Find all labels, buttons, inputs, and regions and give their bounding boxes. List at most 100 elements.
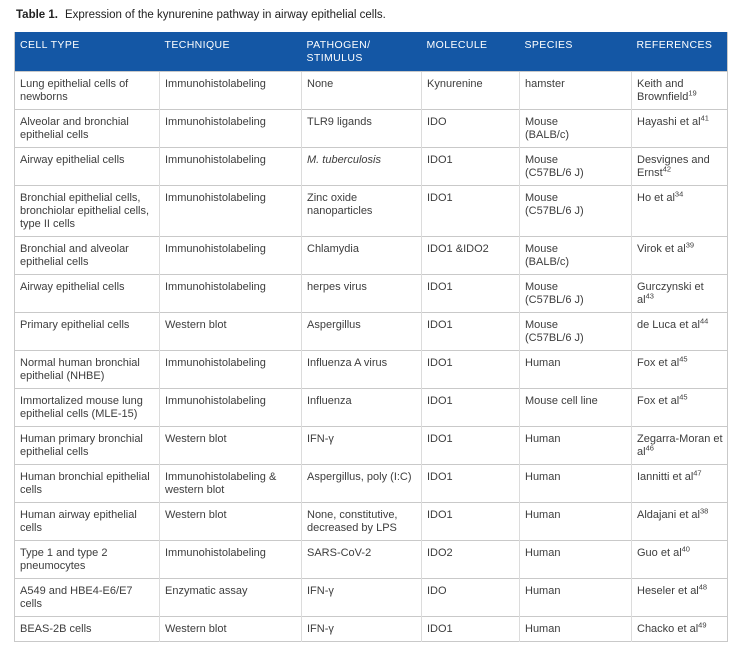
cell-text: Type 1 and type 2 pneumocytes	[20, 547, 108, 572]
cell-text: BEAS-2B cells	[20, 623, 92, 635]
cell-text: Hayashi et al	[637, 116, 701, 128]
table-cell: Human primary bronchial epithelial cells	[14, 426, 160, 465]
table-cell: Immunohistolabeling & western blot	[159, 464, 302, 503]
column-header: MOLECULE	[421, 32, 520, 72]
reference-superscript: 34	[674, 189, 684, 199]
cell-text: IDO1	[427, 319, 453, 331]
table-cell: IDO	[421, 578, 520, 617]
table-cell: Primary epithelial cells	[14, 312, 160, 351]
table-cell: Airway epithelial cells	[14, 274, 160, 313]
reference-superscript: 49	[698, 620, 707, 630]
column-header: SPECIES	[519, 32, 632, 72]
table-cell: Bronchial and alveolar epithelial cells	[14, 236, 160, 275]
table-cell: IDO1	[421, 426, 520, 465]
cell-text: Normal human bronchial epithelial (NHBE)	[20, 357, 140, 382]
table-cell: Human	[519, 350, 632, 389]
cell-text: SARS-CoV-2	[307, 547, 372, 559]
cell-text: Desvignes and Ernst	[637, 154, 710, 179]
table-cell: Western blot	[159, 312, 302, 351]
column-header: CELL TYPE	[14, 32, 160, 72]
cell-text: Immortalized mouse lung epithelial cells…	[20, 395, 143, 420]
table-cell: Mouse (C57BL/6 J)	[519, 185, 632, 237]
cell-text: Aspergillus, poly (I:C)	[307, 471, 412, 483]
table-header: CELL TYPE TECHNIQUE PATHOGEN/STIMULUS MOLEC…	[14, 32, 728, 72]
cell-text: Immunohistolabeling	[165, 116, 266, 128]
cell-text: Iannitti et al	[637, 471, 694, 483]
table-cell: SARS-CoV-2	[301, 540, 422, 579]
table-row: Lung epithelial cells of newborns Immunoh…	[14, 71, 728, 110]
reference-superscript: 43	[645, 291, 654, 301]
reference-superscript: 19	[688, 88, 697, 98]
table-cell: de Luca et al44	[631, 312, 728, 351]
table-cell: IDO	[421, 109, 520, 148]
table-cell: Chacko et al49	[631, 616, 728, 642]
table-cell: Mouse (C57BL/6 J)	[519, 274, 632, 313]
table-cell: Western blot	[159, 616, 302, 642]
table-row: Alveolar and bronchial epithelial cells I…	[14, 109, 728, 148]
cell-text: A549 and HBE4-E6/E7 cells	[20, 585, 133, 610]
table-cell: Western blot	[159, 502, 302, 541]
table-cell: IDO1	[421, 147, 520, 186]
table-cell: hamster	[519, 71, 632, 110]
table-row: Normal human bronchial epithelial (NHBE)…	[14, 350, 728, 389]
table-row: Human primary bronchial epithelial cells…	[14, 426, 728, 465]
page: Table 1. Expression of the kynurenine pat…	[14, 8, 729, 642]
table-row: BEAS-2B cells Western blot IFN-γ IDO1 Human C…	[14, 616, 728, 642]
cell-text: Western blot	[165, 509, 227, 521]
cell-text: IDO2	[427, 547, 453, 559]
cell-text: Influenza	[307, 395, 352, 407]
cell-text: hamster	[525, 78, 565, 90]
table-cell: Mouse (C57BL/6 J)	[519, 312, 632, 351]
table-cell: Human	[519, 540, 632, 579]
cell-text: Lung epithelial cells of newborns	[20, 78, 129, 103]
cell-text: IDO1	[427, 471, 453, 483]
cell-text: Immunohistolabeling	[165, 78, 266, 90]
table-cell: Immunohistolabeling	[159, 350, 302, 389]
cell-text: Immunohistolabeling	[165, 192, 266, 204]
reference-superscript: 41	[700, 113, 709, 123]
column-header: TECHNIQUE	[159, 32, 302, 72]
table-cell: Zinc oxide nanoparticles	[301, 185, 422, 237]
table-cell: None	[301, 71, 422, 110]
table-row: Primary epithelial cells Western blot Aspe…	[14, 312, 728, 351]
cell-text: Human	[525, 471, 561, 483]
table-row: Airway epithelial cells Immunohistolabeli…	[14, 147, 728, 186]
table-row: Airway epithelial cells Immunohistolabeli…	[14, 274, 728, 313]
table-row: Type 1 and type 2 pneumocytes Immunohisto…	[14, 540, 728, 579]
cell-text: Gurczynski et al	[637, 281, 704, 306]
table-caption: Table 1. Expression of the kynurenine pat…	[16, 8, 729, 22]
cell-text: M. tuberculosis	[307, 154, 381, 166]
cell-text: Airway epithelial cells	[20, 281, 125, 293]
cell-text: Western blot	[165, 623, 227, 635]
cell-text: Chlamydia	[307, 243, 359, 255]
cell-text: Bronchial epithelial cells, bronchiolar …	[20, 192, 150, 230]
table-cell: Influenza A virus	[301, 350, 422, 389]
cell-text: IDO1	[427, 433, 453, 445]
reference-superscript: 45	[679, 392, 688, 402]
cell-text: Keith and Brownfield	[637, 78, 689, 103]
table-cell: Airway epithelial cells	[14, 147, 160, 186]
cell-text: IDO1	[427, 281, 453, 293]
cell-text: Immunohistolabeling	[165, 154, 266, 166]
table-row: A549 and HBE4-E6/E7 cells Enzymatic assay…	[14, 578, 728, 617]
reference-superscript: 45	[679, 354, 688, 364]
table-cell: Hayashi et al41	[631, 109, 728, 148]
reference-superscript: 44	[700, 316, 709, 326]
cell-text: IFN-γ	[307, 585, 334, 597]
table-cell: Kynurenine	[421, 71, 520, 110]
table-cell: Mouse cell line	[519, 388, 632, 427]
cell-text: Enzymatic assay	[165, 585, 248, 597]
table-cell: Immunohistolabeling	[159, 274, 302, 313]
cell-text: IDO1	[427, 192, 453, 204]
table-cell: IDO1	[421, 185, 520, 237]
reference-superscript: 46	[645, 443, 654, 453]
table-cell: Ho et al34	[631, 185, 728, 237]
table-cell: IDO1	[421, 312, 520, 351]
table-cell: Human	[519, 502, 632, 541]
table-cell: IFN-γ	[301, 616, 422, 642]
table-cell: Mouse (BALB/c)	[519, 109, 632, 148]
table-cell: TLR9 ligands	[301, 109, 422, 148]
cell-text: Human	[525, 547, 561, 559]
cell-text: Mouse cell line	[525, 395, 598, 407]
table-cell: IDO1	[421, 350, 520, 389]
